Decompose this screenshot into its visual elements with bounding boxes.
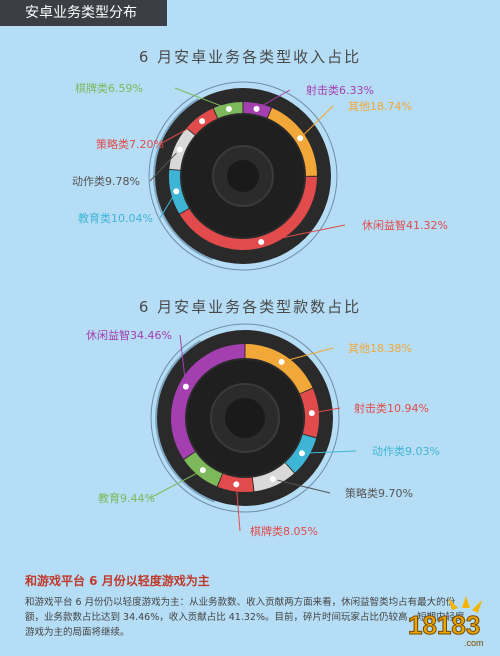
slice-marker: [197, 465, 208, 476]
slice-marker: [231, 479, 242, 490]
slice-marker: [276, 356, 287, 367]
slice-marker: [306, 408, 317, 419]
donut-center-dot: [225, 398, 265, 438]
leader-line: [159, 191, 177, 219]
slice-marker: [180, 381, 191, 392]
leader-line: [301, 450, 357, 454]
slice-label: 棋牌类6.59%: [75, 81, 143, 95]
chart-title-count: 6 月安卓业务各类型款数占比: [138, 298, 362, 316]
slice-label: 策略类9.70%: [345, 486, 413, 500]
slice-marker: [295, 133, 306, 144]
slice-3: [179, 176, 317, 250]
count-donut-chart: 其他18.38% 射击类10.94% 动作类9.03% 策略类9.70% 棋牌类8.05…: [86, 323, 440, 538]
income-donut-chart: 射击类6.33% 其他18.74% 休闲益智41.32% 教育类10.04% 动作类9.…: [72, 81, 448, 271]
summary-title: 和游戏平台 6 月份以轻度游戏为主: [25, 574, 210, 588]
leader-line: [261, 224, 346, 243]
slice-marker: [267, 473, 278, 484]
outer-guide-ring: [148, 81, 338, 271]
summary-body: 和游戏平台 6 月份仍以轻度游戏为主：从业务款数、收入贡献两方面来看，休闲益智类…: [25, 597, 465, 638]
leader-line: [235, 484, 241, 532]
slice-label: 射击类6.33%: [306, 83, 374, 97]
slice-label: 射击类10.94%: [354, 401, 429, 415]
slice-7: [171, 344, 245, 460]
logo-text: 18183: [408, 610, 480, 640]
slice-marker: [197, 116, 208, 127]
slice-label: 休闲益智41.32%: [362, 218, 448, 232]
donut-center-dot: [227, 160, 259, 192]
leader-line: [149, 469, 204, 499]
outer-guide-ring: [150, 323, 340, 513]
leader-line: [149, 149, 181, 182]
leader-line: [281, 347, 334, 363]
slice-1: [245, 344, 313, 394]
site-logo: 18183 .com: [408, 596, 484, 648]
logo-domain: .com: [464, 638, 484, 648]
slice-label: 教育类10.04%: [78, 211, 153, 225]
leader-line: [179, 334, 187, 387]
slice-label: 教育9.44%: [98, 491, 155, 505]
slice-label: 其他18.74%: [348, 100, 412, 113]
slice-2: [267, 107, 317, 176]
leader-line: [272, 478, 331, 494]
leader-line: [174, 87, 230, 110]
slice-label: 动作类9.78%: [72, 174, 140, 188]
leader-line: [256, 89, 291, 110]
slice-label: 休闲益智34.46%: [86, 328, 172, 342]
summary-section: 和游戏平台 6 月份以轻度游戏为主 和游戏平台 6 月份仍以轻度游戏为主：从业务…: [25, 572, 465, 640]
slice-label: 其他18.38%: [348, 342, 412, 355]
section-header: 安卓业务类型分布: [0, 0, 167, 26]
slice-marker: [174, 144, 185, 155]
slice-label: 动作类9.03%: [372, 444, 440, 458]
slice-label: 策略类7.20%: [96, 137, 164, 151]
slice-marker: [251, 103, 262, 114]
leader-line: [159, 120, 203, 145]
chart-title-income: 6 月安卓业务各类型收入占比: [138, 48, 362, 66]
slice-label: 棋牌类8.05%: [250, 524, 318, 538]
slice-marker: [171, 186, 182, 197]
slice-marker: [223, 103, 234, 114]
logo-sunburst-icon: [448, 596, 482, 613]
slice-marker: [296, 448, 307, 459]
slice-marker: [256, 237, 267, 248]
leader-line: [299, 105, 334, 139]
